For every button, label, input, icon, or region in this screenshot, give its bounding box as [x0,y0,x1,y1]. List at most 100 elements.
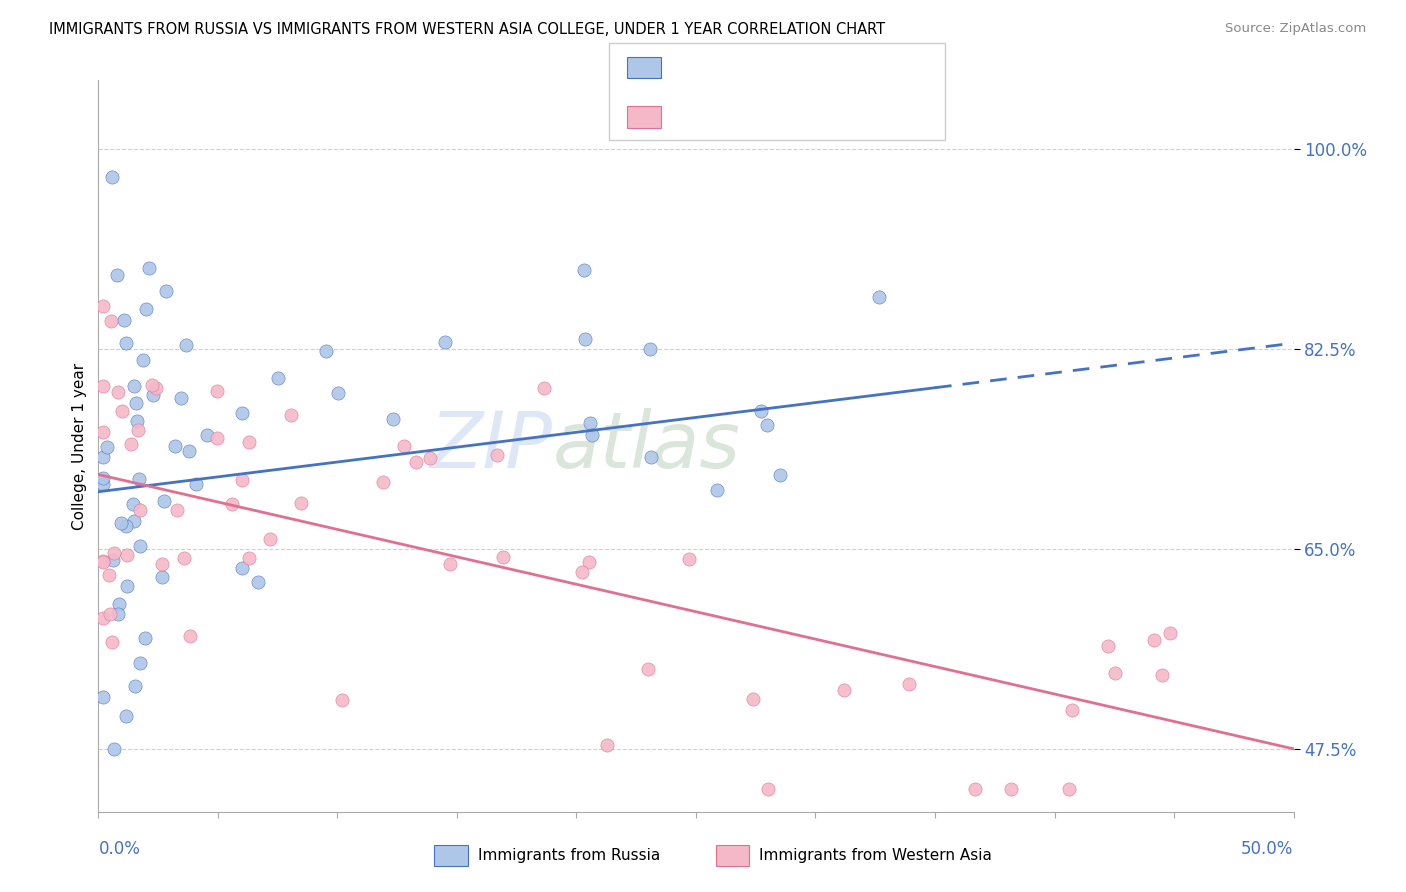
Point [579,417,602,431]
Point [756,781,779,796]
Point [706,483,728,498]
Point [581,428,603,442]
Point [640,450,662,464]
Point [91,379,114,393]
Point [571,565,593,579]
Point [110,516,132,530]
Point [138,261,160,276]
Point [238,550,260,565]
Point [1060,703,1083,717]
Point [124,514,146,528]
Point [97,567,120,582]
Point [533,381,555,395]
Point [127,424,149,438]
Point [231,561,253,575]
Point [165,439,187,453]
Point [195,427,218,442]
Point [117,549,139,563]
Point [91,554,114,568]
Point [129,503,152,517]
Point [111,403,134,417]
Point [898,677,921,691]
Point [129,656,152,670]
Point [1057,781,1080,796]
Point [749,403,772,417]
Point [259,532,281,546]
Point [742,691,765,706]
Point [142,388,165,402]
Point [221,497,243,511]
Text: 0.0%: 0.0% [98,840,141,858]
Point [1097,639,1119,653]
Point [141,378,163,392]
Point [637,662,659,676]
Point [115,709,138,723]
Text: 59: 59 [818,110,839,124]
Text: 59: 59 [818,61,839,75]
Point [107,384,129,399]
Point [122,497,145,511]
Point [125,396,148,410]
Point [103,742,125,756]
Point [155,284,177,298]
Point [152,570,174,584]
Point [135,301,157,316]
Point [179,629,201,643]
Point [128,539,150,553]
Text: 0.127: 0.127 [706,61,759,75]
Point [101,553,124,567]
Point [205,431,228,445]
Point [266,371,288,385]
Point [280,408,302,422]
Point [100,314,122,328]
Point [124,379,146,393]
Text: Source: ZipAtlas.com: Source: ZipAtlas.com [1226,22,1367,36]
Point [1000,781,1022,796]
Point [290,496,312,510]
Y-axis label: College, Under 1 year: College, Under 1 year [72,362,87,530]
Point [91,477,114,491]
Point [91,471,114,485]
Point [238,435,260,450]
Point [574,332,596,346]
Point [128,473,150,487]
Text: R =: R = [671,110,704,124]
Point [638,342,661,356]
Point [107,598,129,612]
Point [103,546,125,560]
Point [1143,633,1166,648]
Point [145,381,167,395]
Point [131,352,153,367]
Text: Immigrants from Western Asia: Immigrants from Western Asia [759,848,993,863]
Point [177,444,200,458]
Point [105,268,128,282]
Point [330,693,353,707]
Point [107,607,129,621]
Point [1104,665,1126,680]
Point [678,552,700,566]
Point [91,299,114,313]
Point [134,631,156,645]
Point [96,440,118,454]
Point [434,334,457,349]
Point [574,263,596,277]
Point [114,313,136,327]
Point [170,391,193,405]
Point [231,406,253,420]
Text: Immigrants from Russia: Immigrants from Russia [478,848,661,863]
Text: N =: N = [779,61,813,75]
Point [1159,625,1181,640]
Point [247,575,270,590]
Text: R =: R = [671,61,704,75]
Point [124,679,146,693]
Point [1152,667,1174,681]
Text: ZIP: ZIP [430,408,553,484]
Point [115,336,138,351]
Point [114,519,136,533]
Text: atlas: atlas [553,408,741,484]
Point [91,555,114,569]
Point [91,450,114,464]
Point [98,607,121,621]
Point [101,170,124,185]
Point [91,611,114,625]
